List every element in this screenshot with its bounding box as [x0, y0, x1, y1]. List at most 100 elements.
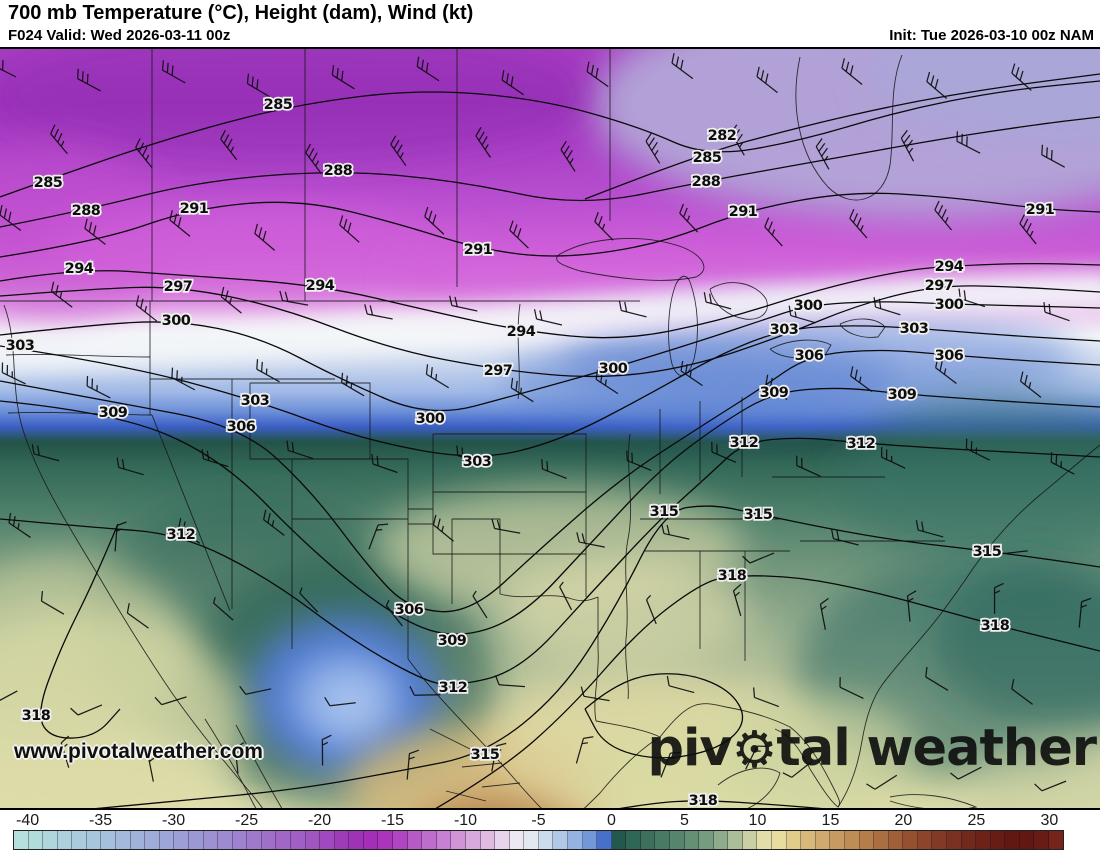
colorbar-tick: -10 — [453, 812, 478, 829]
colorbar-segment — [801, 831, 816, 849]
watermark-brand: piv⚙tal weather — [647, 719, 1097, 780]
contour-label: 318 — [689, 793, 718, 808]
contour-label: 294 — [507, 324, 536, 340]
colorbar-segment — [844, 831, 860, 849]
colorbar-segment — [334, 831, 350, 849]
contour-label: 288 — [324, 163, 353, 179]
colorbar-segment — [684, 831, 700, 849]
colorbar-segment — [1019, 831, 1035, 849]
contour-label: 315 — [973, 544, 1002, 560]
header: 700 mb Temperature (°C), Height (dam), W… — [0, 0, 1100, 47]
colorbar-tick: 0 — [607, 812, 616, 829]
colorbar-segment — [480, 831, 496, 849]
colorbar-segment — [728, 831, 743, 849]
forecast-valid-label: F024 Valid: Wed 2026-03-11 00z — [8, 27, 231, 44]
temperature-colorbar — [13, 830, 1064, 850]
contour-label: 318 — [22, 708, 51, 724]
contour-label: 303 — [770, 322, 799, 338]
brand-suffix: tal weather — [776, 719, 1097, 778]
colorbar-segment — [72, 831, 87, 849]
colorbar-segment — [14, 831, 29, 849]
contour-label: 285 — [34, 175, 63, 191]
colorbar-segment — [495, 831, 510, 849]
watermark-url: www.pivotalweather.com — [14, 740, 263, 763]
colorbar-segment — [509, 831, 525, 849]
colorbar-segment — [917, 831, 933, 849]
contour-label: 315 — [744, 507, 773, 523]
colorbar-segment — [626, 831, 641, 849]
colorbar-segment — [436, 831, 452, 849]
contour-label: 291 — [1026, 202, 1055, 218]
contour-label: 309 — [760, 385, 789, 401]
contour-label: 282 — [708, 128, 737, 144]
colorbar-segment — [976, 831, 991, 849]
colorbar-tick: 10 — [748, 812, 767, 829]
colorbar-tick: -40 — [16, 812, 40, 829]
contour-label: 294 — [935, 259, 964, 275]
colorbar-segment — [116, 831, 131, 849]
page-title: 700 mb Temperature (°C), Height (dam), W… — [8, 2, 474, 24]
contour-label: 291 — [464, 242, 493, 258]
contour-label: 306 — [935, 348, 964, 364]
contour-label: 303 — [6, 338, 35, 354]
colorbar-segment — [597, 831, 612, 849]
colorbar-segment — [538, 831, 554, 849]
colorbar-segment — [1034, 831, 1050, 849]
colorbar-tick: -35 — [89, 812, 113, 829]
colorbar-segment — [203, 831, 219, 849]
colorbar-segment — [655, 831, 671, 849]
colorbar-segment — [174, 831, 189, 849]
contour-label: 294 — [306, 278, 335, 294]
colorbar-segment — [349, 831, 364, 849]
contour-label: 312 — [847, 436, 876, 452]
colorbar-segment — [567, 831, 583, 849]
colorbar-segment — [218, 831, 233, 849]
colorbar-segment — [247, 831, 262, 849]
contour-label: 312 — [730, 435, 759, 451]
colorbar-segment — [786, 831, 802, 849]
colorbar-segment — [582, 831, 598, 849]
colorbar-segment — [363, 831, 379, 849]
contour-label: 297 — [484, 363, 513, 379]
contour-label: 291 — [729, 204, 758, 220]
colorbar-segment — [232, 831, 248, 849]
contour-label: 306 — [395, 602, 424, 618]
colorbar-segment — [815, 831, 831, 849]
colorbar-segment — [393, 831, 408, 849]
colorbar-segment — [947, 831, 962, 849]
colorbar-segment — [101, 831, 117, 849]
contour-label: 297 — [164, 279, 193, 295]
colorbar-segment — [524, 831, 539, 849]
colorbar-segment — [742, 831, 758, 849]
colorbar-segment — [859, 831, 875, 849]
colorbar-segment — [903, 831, 918, 849]
colorbar-segment — [28, 831, 44, 849]
contour-label: 309 — [438, 633, 467, 649]
contour-label: 315 — [471, 747, 500, 763]
contour-label: 315 — [650, 504, 679, 520]
colorbar-segment — [932, 831, 947, 849]
contour-label: 297 — [925, 278, 954, 294]
contour-label: 300 — [935, 297, 964, 313]
colorbar-segment — [130, 831, 146, 849]
contour-label: 288 — [72, 203, 101, 219]
colorbar-segment — [261, 831, 277, 849]
colorbar-segment — [1049, 831, 1063, 849]
colorbar-segment — [159, 831, 175, 849]
contour-label: 309 — [99, 405, 128, 421]
colorbar-segment — [990, 831, 1006, 849]
colorbar-tick: 20 — [894, 812, 913, 829]
contour-label: 318 — [981, 618, 1010, 634]
colorbar-segment — [276, 831, 291, 849]
colorbar-segment — [407, 831, 423, 849]
colorbar-tick-labels: -40 -35 -30 -25 -20 -15 -10 -5 0 5 10 15 20 25 30 — [0, 812, 1100, 830]
colorbar-segment — [305, 831, 321, 849]
colorbar-segment — [378, 831, 394, 849]
colorbar-tick: 30 — [1040, 812, 1059, 829]
colorbar-segment — [422, 831, 437, 849]
colorbar-tick: -25 — [234, 812, 259, 829]
contour-label: 285 — [264, 97, 293, 113]
colorbar-segment — [961, 831, 977, 849]
contour-label: 303 — [241, 393, 270, 409]
gear-icon: ⚙ — [731, 721, 778, 780]
